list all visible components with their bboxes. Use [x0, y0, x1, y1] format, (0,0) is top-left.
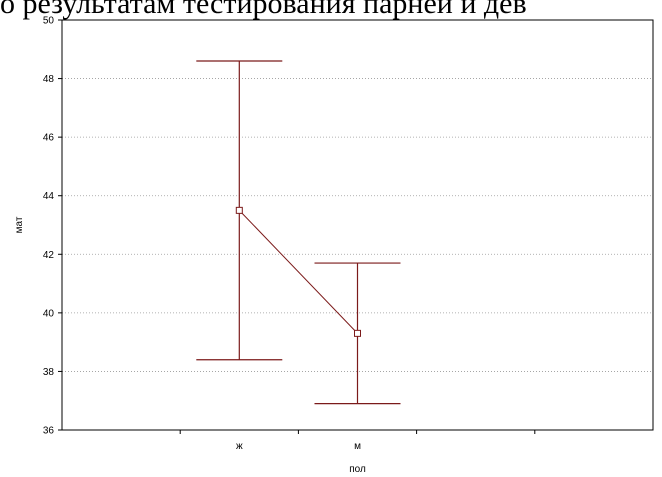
series-means [196, 60, 401, 405]
y-tick-label: 38 [43, 367, 55, 378]
plot-frame [61, 19, 654, 431]
x-axis-title: пол [349, 464, 366, 475]
y-tick-label: 36 [43, 426, 55, 437]
mean-marker [235, 206, 243, 214]
y-axis-ticks: 36 38 40 42 44 46 48 50 [43, 16, 62, 437]
chart-caption: о результатам тестирования парней и дев [0, 0, 527, 20]
y-tick-label: 44 [43, 191, 55, 202]
x-tick-label: ж [236, 441, 243, 452]
y-tick-label: 42 [43, 250, 55, 261]
y-tick-label: 48 [43, 74, 55, 85]
y-tick-label: 40 [43, 308, 55, 319]
mean-marker [354, 329, 361, 337]
gridlines [62, 78, 653, 372]
y-tick-label: 50 [43, 16, 55, 27]
mean-connector-line [238, 210, 358, 334]
y-axis-title: мат [14, 216, 25, 233]
x-tick-label: м [354, 441, 361, 452]
y-tick-label: 46 [43, 133, 55, 144]
